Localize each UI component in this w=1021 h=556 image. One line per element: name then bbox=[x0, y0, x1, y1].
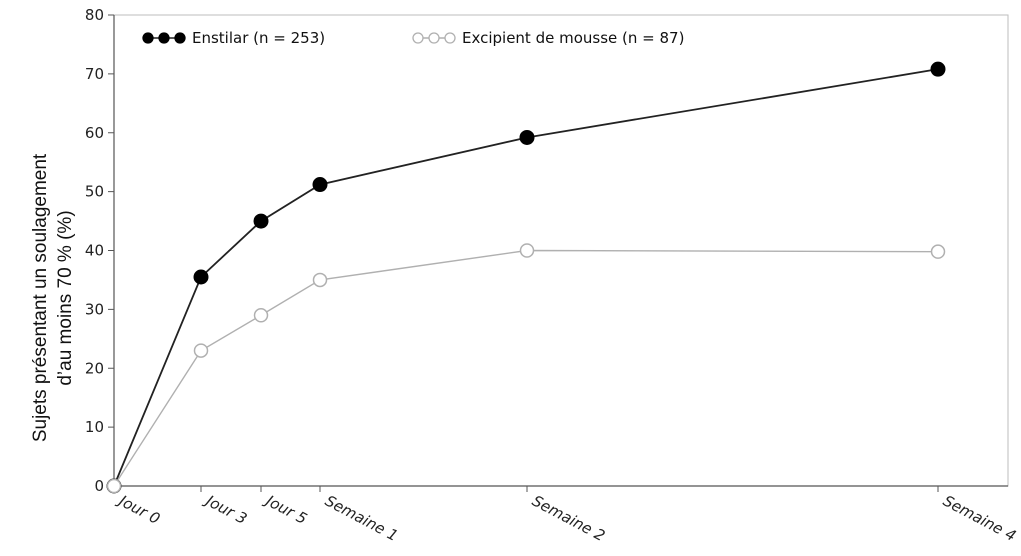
x-tick-label: Jour 3 bbox=[200, 490, 250, 528]
y-tick-label: 10 bbox=[85, 418, 104, 436]
y-tick-label: 80 bbox=[85, 6, 104, 24]
data-point bbox=[253, 308, 269, 323]
x-tick-label: Jour 5 bbox=[260, 490, 310, 528]
legend-marker bbox=[174, 32, 186, 44]
legend: Enstilar (n = 253) Excipient de mousse (n… bbox=[142, 29, 684, 47]
data-point bbox=[519, 129, 535, 145]
y-axis-title-line2: d’au moins 70 % (%) bbox=[55, 210, 76, 385]
data-point bbox=[253, 213, 269, 229]
y-tick-label: 70 bbox=[85, 65, 104, 83]
y-tick-label: 60 bbox=[85, 124, 104, 142]
legend-label: Excipient de mousse (n = 87) bbox=[462, 29, 684, 47]
x-tick-label: Semaine 1 bbox=[322, 492, 401, 545]
y-tick-label: 0 bbox=[94, 477, 104, 495]
legend-marker bbox=[142, 32, 154, 44]
x-tick-label: Semaine 2 bbox=[529, 492, 608, 545]
legend-marker bbox=[158, 32, 170, 44]
x-tick-label: Jour 0 bbox=[113, 490, 163, 528]
series-line bbox=[113, 249, 939, 487]
legend-item-enstilar: Enstilar (n = 253) bbox=[142, 29, 325, 47]
y-tick-label: 50 bbox=[85, 183, 104, 201]
series-layer bbox=[106, 61, 946, 494]
data-point bbox=[106, 478, 122, 494]
y-axis-title: Sujets présentant un soulagement d’au mo… bbox=[30, 153, 76, 442]
data-point bbox=[930, 244, 946, 259]
legend-marker bbox=[412, 32, 424, 44]
legend-marker bbox=[444, 32, 456, 44]
y-tick-label: 20 bbox=[85, 359, 104, 377]
series-excipient bbox=[106, 243, 946, 494]
y-tick-label: 40 bbox=[85, 242, 104, 260]
y-tick-label: 30 bbox=[85, 300, 104, 318]
series-line bbox=[113, 68, 939, 487]
data-point bbox=[193, 269, 209, 285]
data-point bbox=[930, 61, 946, 77]
data-point bbox=[312, 177, 328, 193]
series-enstilar bbox=[106, 61, 946, 494]
legend-item-excipient: Excipient de mousse (n = 87) bbox=[412, 29, 684, 47]
y-axis: 0 10 20 30 40 50 60 70 80 bbox=[85, 6, 114, 495]
data-point bbox=[519, 243, 535, 258]
data-point bbox=[193, 343, 209, 358]
x-tick-label: Semaine 4 bbox=[940, 492, 1019, 545]
x-axis: Jour 0 Jour 3 Jour 5 Semaine 1 Semaine 2 Sema… bbox=[113, 486, 1019, 545]
y-axis-title-line1: Sujets présentant un soulagement bbox=[30, 153, 51, 442]
legend-label: Enstilar (n = 253) bbox=[192, 29, 325, 47]
data-point bbox=[312, 272, 328, 288]
legend-marker bbox=[428, 32, 440, 44]
